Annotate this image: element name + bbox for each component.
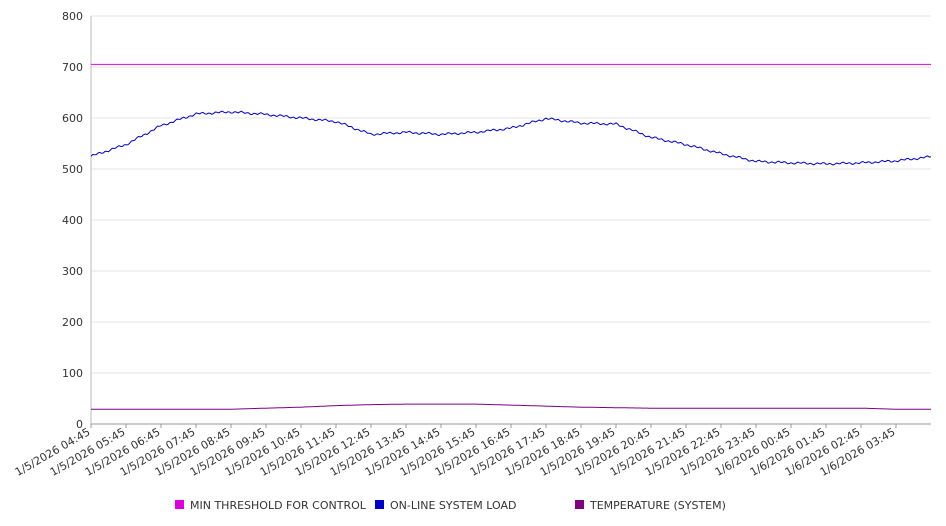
legend-swatch <box>575 500 584 509</box>
y-tick-label: 400 <box>62 214 83 227</box>
legend-label: MIN THRESHOLD FOR CONTROL <box>190 499 367 512</box>
legend-swatch <box>175 500 184 509</box>
series-layer <box>90 63 932 410</box>
y-tick-label: 600 <box>62 112 83 125</box>
y-tick-label: 100 <box>62 367 83 380</box>
series-line-on-line-system-load <box>90 110 932 166</box>
legend-label: ON-LINE SYSTEM LOAD <box>390 499 516 512</box>
y-tick-label: 0 <box>76 418 83 431</box>
legend-swatch <box>375 500 384 509</box>
legend: MIN THRESHOLD FOR CONTROL ON-LINE SYSTEM … <box>175 499 726 512</box>
grid-layer <box>91 15 931 374</box>
legend-label: TEMPERATURE (SYSTEM) <box>589 499 726 512</box>
y-tick-label: 200 <box>62 316 83 329</box>
y-tick-label: 700 <box>62 61 83 74</box>
y-tick-label: 300 <box>62 265 83 278</box>
y-tick-label: 800 <box>62 10 83 23</box>
y-tick-label: 500 <box>62 163 83 176</box>
series-line-temperature-system <box>91 403 931 410</box>
